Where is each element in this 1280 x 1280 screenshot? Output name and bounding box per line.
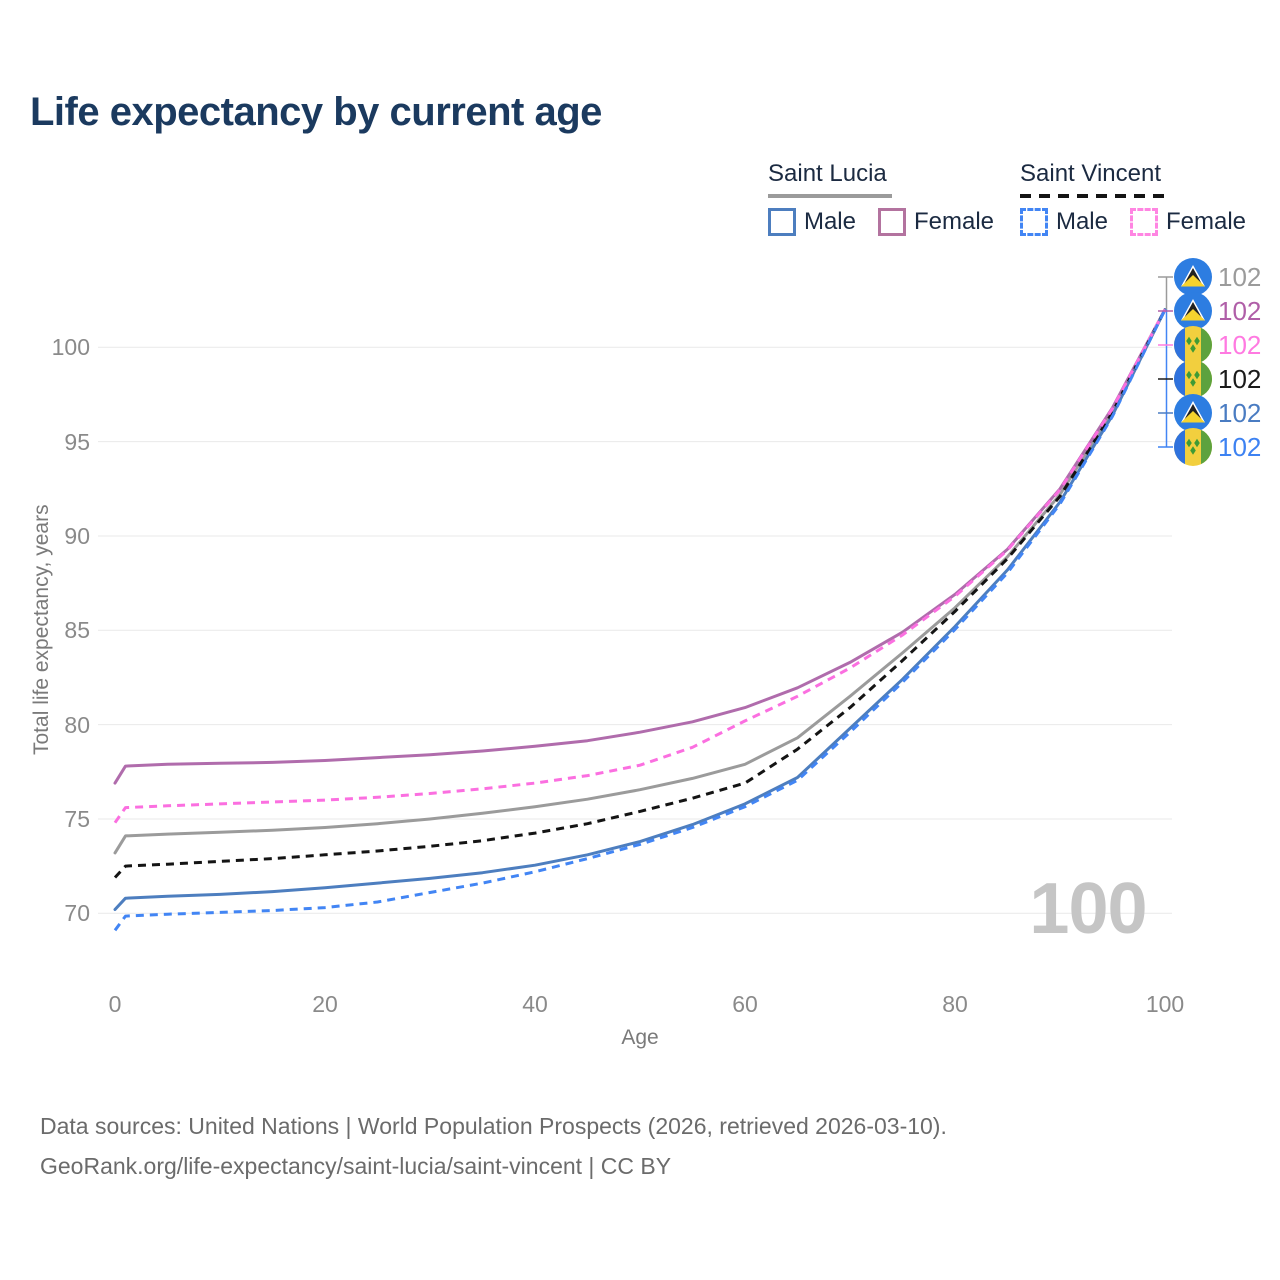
end-value-label: 102 [1218,296,1262,326]
saint-vincent-flag-icon [1174,428,1212,466]
saint-vincent-flag-icon [1174,360,1212,398]
x-tick-label: 60 [732,991,758,1017]
page-title: Life expectancy by current age [30,90,602,134]
legend-line-sample-saint-vincent [1020,194,1172,198]
line-saint-lucia-total[interactable] [113,308,1167,855]
footer-data-sources: Data sources: United Nations | World Pop… [40,1113,947,1139]
legend-label-saint-lucia-female[interactable]: Female [913,208,994,235]
legend-swatch-saint-lucia-male[interactable] [768,208,796,236]
y-tick-label: 100 [51,334,90,361]
end-value-label: 102 [1218,432,1262,462]
end-value-label: 102 [1218,364,1262,394]
legend-group-saint-lucia: Saint Lucia Male Female [768,160,1008,236]
y-tick-label: 90 [64,522,90,549]
x-tick-label: 0 [108,991,122,1017]
y-tick-label: 70 [64,900,90,927]
legend-title-saint-vincent[interactable]: Saint Vincent [1020,160,1161,187]
x-tick-label: 40 [522,991,548,1017]
line-saint-lucia-male[interactable] [113,308,1167,911]
line-saint-lucia-female[interactable] [113,308,1167,785]
x-tick-label: 20 [312,991,338,1017]
end-value-label: 102 [1218,398,1262,428]
end-value-label: 102 [1218,330,1262,360]
legend-label-saint-vincent-female[interactable]: Female [1165,208,1246,235]
saint-lucia-flag-icon [1174,292,1212,330]
saint-lucia-flag-icon [1174,258,1212,296]
x-tick-label: 100 [1145,991,1185,1017]
y-tick-label: 85 [64,617,90,644]
legend-group-saint-vincent: Saint Vincent Male Female [1020,160,1260,236]
saint-vincent-flag-icon [1174,326,1212,364]
age-frame-watermark: 100 [1029,869,1147,949]
x-tick-label: 80 [942,991,968,1017]
legend-line-sample-saint-lucia [768,194,892,198]
legend-items-saint-lucia: Male Female [768,208,1008,236]
legend-items-saint-vincent: Male Female [1020,208,1260,236]
footer-attribution-link[interactable]: GeoRank.org/life-expectancy/saint-lucia/… [40,1153,672,1179]
footer: Data sources: United Nations | World Pop… [40,1106,947,1186]
line-saint-vincent-male[interactable] [113,308,1167,932]
legend-title-saint-lucia[interactable]: Saint Lucia [768,160,887,187]
y-tick-label: 80 [64,711,90,738]
y-tick-label: 75 [64,805,90,832]
legend-swatch-saint-lucia-female[interactable] [878,208,906,236]
x-axis-title: Age [621,1026,659,1049]
legend-swatch-saint-vincent-female[interactable] [1130,208,1158,236]
legend-label-saint-lucia-male[interactable]: Male [803,208,856,235]
y-tick-label: 95 [64,428,90,455]
legend-label-saint-vincent-male[interactable]: Male [1055,208,1108,235]
legend-swatch-saint-vincent-male[interactable] [1020,208,1048,236]
end-value-label: 102 [1218,262,1262,292]
saint-lucia-flag-icon [1174,394,1212,432]
line-saint-vincent-female[interactable] [113,308,1167,824]
line-saint-vincent-total[interactable] [113,308,1167,879]
